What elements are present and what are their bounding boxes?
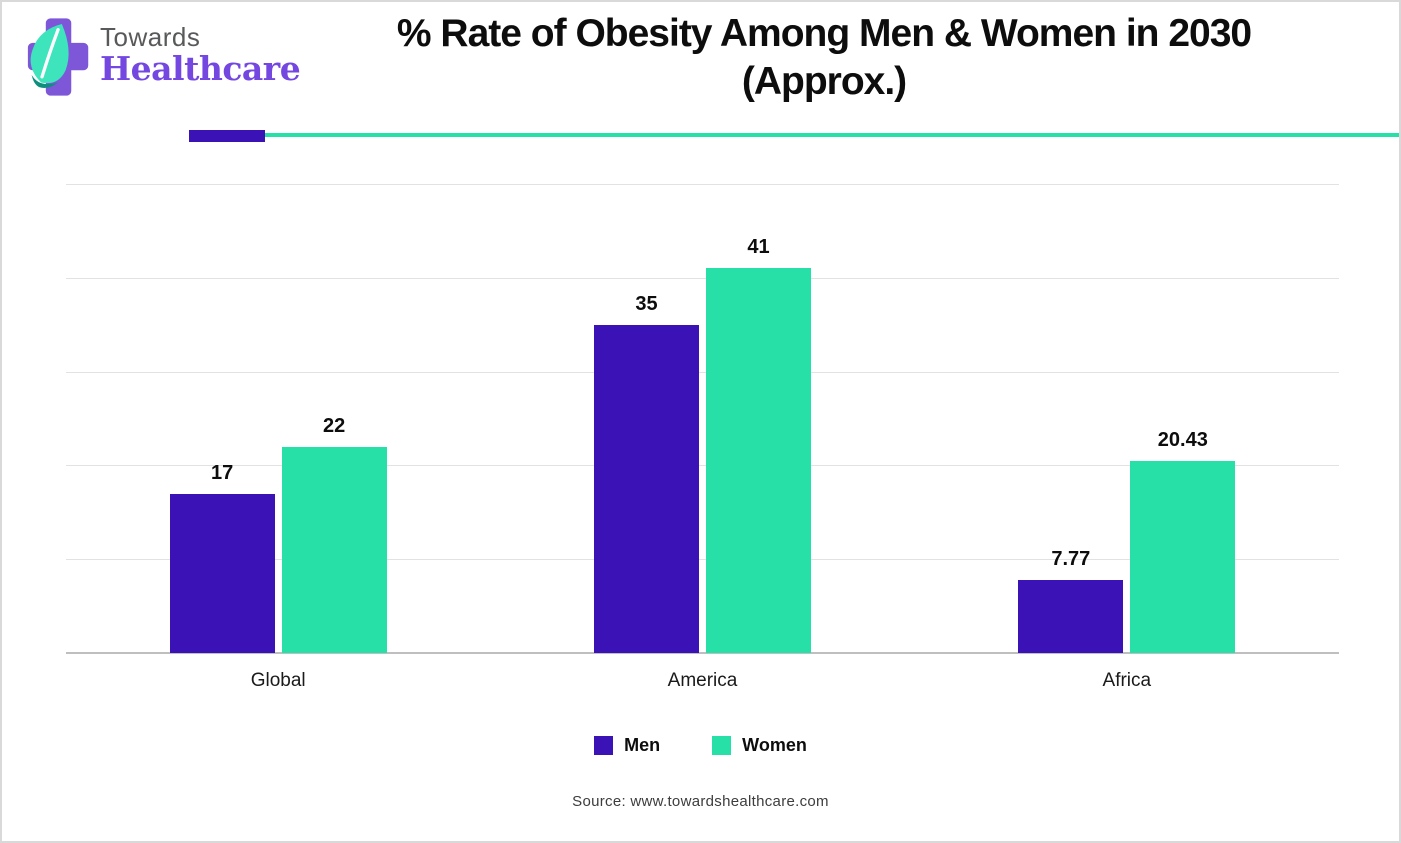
bar-group-africa: 7.77 20.43 [915, 184, 1339, 653]
bar-groups: 17 22 35 41 7.77 20.43 [66, 184, 1339, 653]
category-label-global: Global [250, 670, 306, 691]
bar-women-global [281, 446, 387, 653]
divider-line [265, 133, 1399, 137]
legend-item-men: Men [594, 735, 660, 756]
bar-value-label-women-global: 22 [323, 414, 346, 437]
source-text: Source: www.towardshealthcare.com [572, 793, 829, 810]
gridline-20 [66, 465, 1339, 467]
legend-label-men: Men [624, 735, 661, 755]
brand-logo: Towards Healthcare [26, 16, 301, 98]
bar-value-label-men-america: 35 [635, 292, 658, 315]
plot-area: 17 22 35 41 7.77 20.43 [66, 184, 1339, 654]
bar-group-america: 35 41 [490, 184, 914, 653]
gridline-40 [66, 277, 1339, 279]
bar-men-africa [1018, 580, 1124, 653]
legend-swatch-men [594, 736, 614, 755]
chart-title-line1: % Rate of Obesity Among Men & Women in 2… [396, 12, 1252, 55]
x-axis-line [66, 652, 1339, 654]
category-label-america: America [667, 670, 738, 691]
bar-value-label-women-africa: 20.43 [1157, 429, 1208, 452]
legend-item-women: Women [712, 735, 807, 756]
x-axis-labels: Global America Africa [66, 670, 1339, 692]
legend-swatch-women [712, 736, 732, 755]
bar-column-women-africa: 20.43 [1130, 184, 1236, 653]
brand-name-towards: Towards [100, 22, 201, 52]
bar-men-global [169, 493, 275, 653]
bar-group-global: 17 22 [66, 184, 490, 653]
bar-women-america [705, 268, 811, 653]
bar-women-africa [1130, 461, 1236, 653]
gridline-30 [66, 371, 1339, 373]
brand-logo-text: Towards Healthcare [100, 16, 301, 88]
bar-column-men-america: 35 [593, 184, 699, 653]
gridline-50 [66, 184, 1339, 185]
bar-men-america [593, 324, 699, 653]
brand-name-healthcare: Healthcare [100, 49, 301, 88]
bar-column-men-global: 17 [169, 184, 275, 653]
towards-healthcare-logo-icon [27, 18, 89, 96]
category-label-africa: Africa [1102, 670, 1152, 691]
bar-column-women-global: 22 [281, 184, 387, 653]
bar-value-label-men-global: 17 [211, 461, 234, 484]
chart-title: % Rate of Obesity Among Men & Women in 2… [286, 10, 1362, 105]
bar-column-women-america: 41 [705, 184, 811, 653]
divider-accent-block [189, 130, 265, 142]
gridline-10 [66, 559, 1339, 561]
chart-title-line2: (Approx.) [741, 59, 907, 103]
bar-value-label-men-africa: 7.77 [1051, 548, 1091, 571]
legend-label-women: Women [742, 735, 807, 755]
legend: Men Women [2, 735, 1399, 756]
bar-column-men-africa: 7.77 [1018, 184, 1124, 653]
bar-value-label-women-america: 41 [747, 236, 770, 259]
